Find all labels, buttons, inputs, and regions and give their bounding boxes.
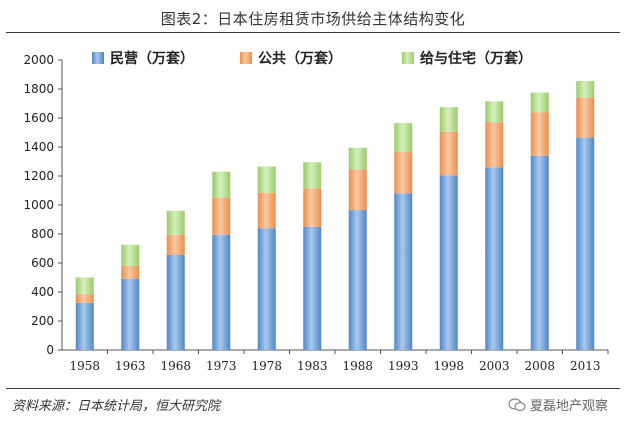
legend-label: 给与住宅（万套）	[420, 50, 532, 67]
legend-label: 公共（万套）	[258, 50, 342, 67]
bar-segment-public	[257, 192, 276, 229]
x-tick-label: 1993	[388, 359, 419, 373]
y-tick-label: 200	[31, 314, 54, 328]
bar-segment-employer	[394, 123, 413, 153]
bar-segment-private	[121, 278, 140, 350]
bar-segment-private	[576, 137, 595, 350]
bar-segment-employer	[75, 277, 94, 295]
bar-segment-employer	[576, 81, 595, 98]
y-tick-label: 2000	[23, 53, 54, 67]
bar-segment-private	[394, 193, 413, 350]
x-tick-label: 1988	[342, 359, 373, 373]
bar-segment-public	[530, 112, 549, 156]
y-tick-label: 1400	[23, 140, 54, 154]
bar-segment-employer	[257, 166, 276, 193]
bar-segment-public	[394, 152, 413, 194]
y-tick-label: 600	[31, 256, 54, 270]
legend-swatch-employer	[402, 52, 414, 64]
y-tick-label: 800	[31, 227, 54, 241]
legend-swatch-private	[92, 52, 104, 64]
y-tick-label: 1200	[23, 169, 54, 183]
y-tick-label: 0	[46, 343, 54, 357]
bar-segment-employer	[485, 101, 504, 123]
legend-swatch-public	[240, 52, 252, 64]
x-tick-label: 1958	[69, 359, 100, 373]
bar-segment-employer	[348, 147, 367, 170]
legend-label: 民营（万套）	[110, 50, 194, 67]
x-tick-label: 2003	[479, 359, 510, 373]
stacked-bar-chart: 0 200 400 600 800 1000 1200 1400 1600 1800 2000 195…	[23, 50, 609, 373]
bar-segment-employer	[303, 162, 322, 189]
bar-segment-public	[485, 122, 504, 168]
bar-segment-public	[303, 188, 322, 227]
bar-segment-private	[348, 210, 367, 350]
bar-segment-public	[75, 294, 94, 303]
y-tick-label: 400	[31, 285, 54, 299]
x-tick-label: 1983	[297, 359, 328, 373]
y-tick-label: 1800	[23, 82, 54, 96]
bar-segment-public	[348, 169, 367, 211]
bar-segment-private	[485, 167, 504, 350]
bar-segment-public	[439, 131, 458, 176]
bar-segment-employer	[212, 171, 231, 198]
wechat-icon	[508, 397, 526, 412]
chart-title: 图表2：日本住房租赁市场供给主体结构变化	[160, 10, 466, 28]
bar-segment-private	[439, 175, 458, 350]
bar-segment-employer	[121, 244, 140, 266]
y-tick-label: 1600	[23, 111, 54, 125]
bar-segment-private	[75, 302, 94, 350]
x-tick-label: 1998	[433, 359, 464, 373]
x-tick-label: 1973	[206, 359, 237, 373]
bar-segment-employer	[166, 210, 185, 235]
x-tick-label: 1978	[251, 359, 282, 373]
bar-segment-employer	[530, 92, 549, 113]
x-tick-label: 2013	[570, 359, 601, 373]
bar-segment-private	[530, 155, 549, 350]
bar-segment-private	[166, 255, 185, 350]
bar-segment-private	[212, 234, 231, 350]
bottom-rule	[6, 388, 620, 389]
top-rule	[6, 32, 620, 33]
x-tick-label: 2008	[524, 359, 555, 373]
bar-segment-public	[121, 265, 140, 279]
x-tick-label: 1963	[115, 359, 146, 373]
x-tick-label: 1968	[160, 359, 191, 373]
bar-segment-public	[166, 234, 185, 256]
bar-segment-private	[257, 228, 276, 350]
watermark: 夏磊地产观察	[508, 395, 608, 414]
bar-segment-private	[303, 226, 322, 350]
bar-segment-public	[576, 97, 595, 138]
watermark-text: 夏磊地产观察	[529, 399, 608, 414]
y-tick-label: 1000	[23, 198, 54, 212]
source-note: 资料来源：日本统计局，恒大研究院	[12, 399, 221, 414]
bar-segment-public	[212, 197, 231, 235]
bar-segment-employer	[439, 107, 458, 132]
